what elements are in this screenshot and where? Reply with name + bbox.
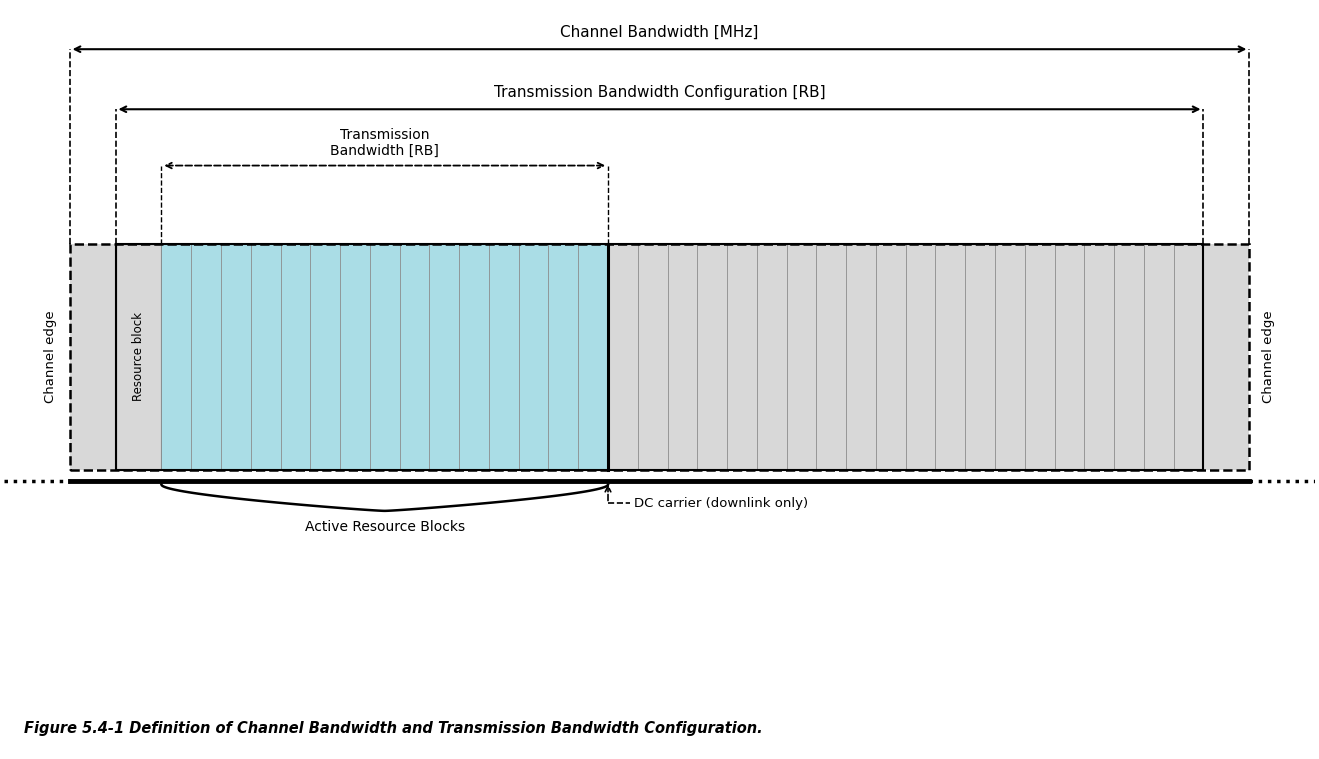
Text: Transmission
Bandwidth [RB]: Transmission Bandwidth [RB] [330,128,439,158]
Text: DC carrier (downlink only): DC carrier (downlink only) [634,497,809,510]
Text: Channel edge: Channel edge [1262,310,1275,403]
Bar [400,244,430,470]
Bar [638,244,667,470]
Text: Resource block: Resource block [132,313,145,402]
Bar [1115,244,1144,470]
Bar [222,244,251,470]
Bar [757,244,786,470]
Bar [116,244,1203,470]
Bar [310,244,340,470]
Bar [281,244,310,470]
Bar [876,244,906,470]
Bar [369,244,400,470]
Bar [1174,244,1203,470]
Bar [578,244,608,470]
Text: Active Resource Blocks: Active Resource Blocks [305,520,464,534]
Bar [966,244,995,470]
Bar [1203,244,1249,470]
Bar [1084,244,1115,470]
Bar [727,244,757,470]
Bar [251,244,281,470]
Bar [430,244,459,470]
Bar [459,244,489,470]
Bar [667,244,698,470]
Bar [1055,244,1084,470]
Bar [191,244,222,470]
Bar [70,244,1249,470]
Bar [1144,244,1174,470]
Bar [906,244,935,470]
Bar [549,244,578,470]
Bar [489,244,518,470]
Bar [935,244,966,470]
Bar [995,244,1025,470]
Bar [161,244,191,470]
Text: Transmission Bandwidth Configuration [RB]: Transmission Bandwidth Configuration [RB… [493,85,826,100]
Text: Channel Bandwidth [MHz]: Channel Bandwidth [MHz] [561,25,758,40]
Bar [116,244,161,470]
Bar [518,244,549,470]
Bar [608,244,638,470]
Text: Channel edge: Channel edge [44,310,57,403]
Bar [816,244,847,470]
Bar [70,244,116,470]
Bar [847,244,876,470]
Text: Figure 5.4-1 Definition of Channel Bandwidth and Transmission Bandwidth Configur: Figure 5.4-1 Definition of Channel Bandw… [24,721,762,736]
Bar [1025,244,1055,470]
Bar [698,244,727,470]
Bar [340,244,369,470]
Bar [786,244,816,470]
